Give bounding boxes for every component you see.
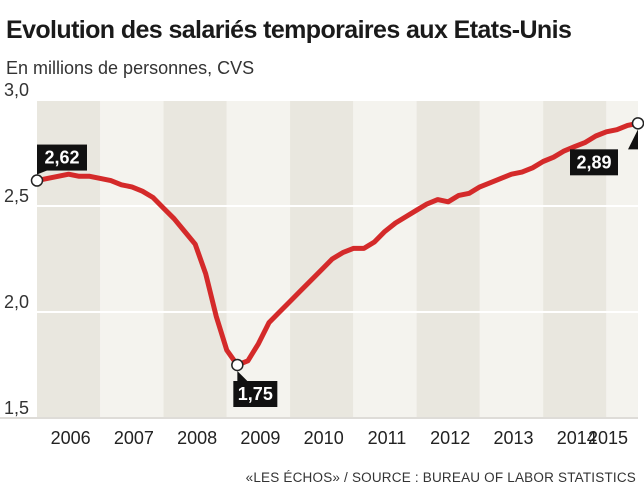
chart-title: Evolution des salariés temporaires aux E… [6, 16, 572, 44]
callout-pointer [237, 371, 248, 381]
data-point-marker [30, 174, 44, 187]
x-tick-label: 2014 [557, 428, 597, 448]
callout-pointer [37, 170, 47, 175]
x-tick-label: 2013 [493, 428, 533, 448]
callout-pointer [628, 129, 638, 150]
year-band [163, 100, 227, 418]
y-tick-label: 2,0 [4, 292, 29, 312]
year-band [290, 100, 354, 418]
series-line [34, 120, 641, 368]
year-band [100, 100, 164, 418]
data-point-marker [631, 117, 644, 130]
data-label: 1,75 [238, 384, 273, 404]
callout-box [570, 149, 618, 176]
data-label: 2,89 [576, 152, 611, 172]
year-band [353, 100, 417, 418]
x-tick-label: 2015 [588, 428, 628, 448]
x-tick-label: 2006 [51, 428, 91, 448]
x-tick-label: 2009 [240, 428, 280, 448]
data-point-marker [231, 358, 244, 372]
x-tick-label: 2008 [177, 428, 217, 448]
x-tick-label: 2010 [304, 428, 344, 448]
y-tick-label: 2,5 [4, 186, 29, 206]
x-tick-label: 2011 [368, 428, 407, 448]
line-chart: 1,5 2,0 2,5 3,0 2006 2007 2008 2009 2010 2011 2012… [0, 80, 644, 448]
callout-box [37, 144, 87, 171]
y-tick-label: 3,0 [4, 80, 29, 100]
y-tick-label: 1,5 [4, 398, 29, 418]
year-band [479, 100, 544, 418]
year-band [416, 100, 480, 418]
source-credit: «LES ÉCHOS» / SOURCE : BUREAU OF LABOR S… [245, 470, 636, 485]
x-tick-label: 2007 [114, 428, 154, 448]
chart-subtitle: En millions de personnes, CVS [6, 58, 255, 78]
x-tick-label: 2012 [430, 428, 470, 448]
callout-box [233, 381, 278, 407]
data-label: 2,62 [44, 148, 79, 168]
